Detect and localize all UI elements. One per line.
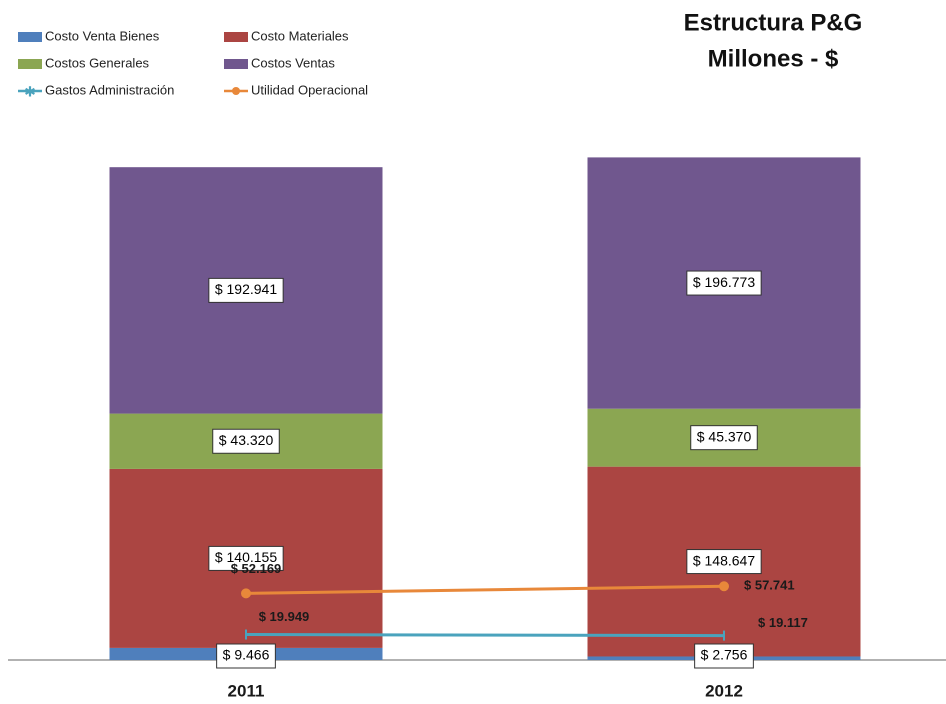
value-label-box bbox=[216, 643, 276, 669]
legend-label: Costo Materiales bbox=[251, 28, 349, 43]
value-label: $ 196.773 bbox=[693, 274, 755, 290]
legend-label: Costos Generales bbox=[45, 55, 150, 70]
legend-swatch bbox=[18, 32, 42, 42]
line-marker bbox=[241, 588, 251, 599]
legend-swatch bbox=[224, 59, 248, 69]
legend-swatch bbox=[224, 32, 248, 42]
chart-subtitle: Millones - $ bbox=[708, 45, 839, 72]
line-value-label: $ 57.741 bbox=[744, 578, 795, 593]
legend-marker bbox=[232, 87, 240, 95]
value-label: $ 9.466 bbox=[223, 647, 270, 663]
value-label-box bbox=[686, 549, 762, 575]
legend-label: Costo Venta Bienes bbox=[45, 28, 160, 43]
value-label-box bbox=[690, 425, 758, 451]
value-label-box bbox=[212, 428, 280, 454]
value-label-box bbox=[686, 270, 762, 296]
value-label-box bbox=[208, 545, 284, 571]
value-label: $ 2.756 bbox=[701, 647, 748, 663]
legend-label: Costos Ventas bbox=[251, 55, 335, 70]
legend-label: Utilidad Operacional bbox=[251, 82, 368, 97]
value-label-box bbox=[208, 277, 284, 303]
line-value-label: $ 52.169 bbox=[231, 561, 282, 576]
legend-marker: ✱ bbox=[24, 84, 36, 100]
line-value-label: $ 19.949 bbox=[259, 609, 310, 624]
legend-label: Gastos Administración bbox=[45, 82, 174, 97]
value-label-box bbox=[694, 643, 754, 669]
value-label: $ 140.155 bbox=[215, 549, 277, 565]
x-tick-label: 2012 bbox=[705, 681, 743, 700]
value-label: $ 43.320 bbox=[219, 432, 274, 448]
value-label: $ 192.941 bbox=[215, 281, 277, 297]
line bbox=[245, 584, 725, 595]
legend-swatch bbox=[18, 59, 42, 69]
chart-title: Estructura P&G bbox=[684, 9, 863, 36]
x-tick-label: 2011 bbox=[228, 681, 265, 700]
value-label: $ 148.647 bbox=[693, 552, 755, 568]
value-label: $ 45.370 bbox=[697, 428, 752, 444]
line-marker bbox=[719, 581, 729, 592]
line bbox=[245, 633, 725, 638]
line-value-label: $ 19.117 bbox=[758, 615, 808, 630]
